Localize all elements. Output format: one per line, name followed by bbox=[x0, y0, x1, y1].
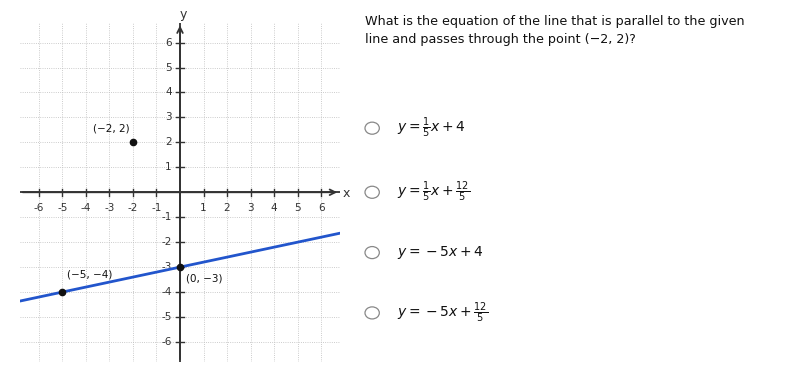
Text: -1: -1 bbox=[162, 212, 172, 222]
Text: -4: -4 bbox=[162, 287, 172, 297]
Text: 3: 3 bbox=[165, 112, 172, 123]
Text: (0, −3): (0, −3) bbox=[186, 273, 222, 284]
Text: -6: -6 bbox=[162, 337, 172, 347]
Text: -2: -2 bbox=[162, 237, 172, 247]
Text: $y = -5x + \frac{12}{5}$: $y = -5x + \frac{12}{5}$ bbox=[397, 301, 488, 325]
Text: 5: 5 bbox=[165, 63, 172, 72]
Text: $y = \frac{1}{5}x + 4$: $y = \frac{1}{5}x + 4$ bbox=[397, 116, 466, 140]
Text: -5: -5 bbox=[162, 312, 172, 322]
Text: (−2, 2): (−2, 2) bbox=[93, 124, 130, 133]
Text: 4: 4 bbox=[271, 204, 278, 213]
Text: 3: 3 bbox=[247, 204, 254, 213]
Text: 1: 1 bbox=[200, 204, 207, 213]
Text: (−5, −4): (−5, −4) bbox=[67, 270, 113, 280]
Text: What is the equation of the line that is parallel to the given
line and passes t: What is the equation of the line that is… bbox=[366, 15, 745, 46]
Text: 2: 2 bbox=[165, 137, 172, 147]
Text: 6: 6 bbox=[318, 204, 325, 213]
Text: -3: -3 bbox=[104, 204, 114, 213]
Text: -1: -1 bbox=[151, 204, 162, 213]
Text: x: x bbox=[342, 187, 350, 200]
Text: 4: 4 bbox=[165, 87, 172, 98]
Text: -5: -5 bbox=[57, 204, 67, 213]
Text: -3: -3 bbox=[162, 262, 172, 272]
Text: -6: -6 bbox=[34, 204, 44, 213]
Text: y: y bbox=[179, 8, 186, 21]
Text: -4: -4 bbox=[81, 204, 91, 213]
Text: 6: 6 bbox=[165, 38, 172, 48]
Text: -2: -2 bbox=[128, 204, 138, 213]
Text: $y = -5x + 4$: $y = -5x + 4$ bbox=[397, 244, 483, 261]
Text: 2: 2 bbox=[224, 204, 230, 213]
Text: 1: 1 bbox=[165, 162, 172, 172]
Text: $y = \frac{1}{5}x + \frac{12}{5}$: $y = \frac{1}{5}x + \frac{12}{5}$ bbox=[397, 180, 470, 204]
Text: 5: 5 bbox=[294, 204, 301, 213]
